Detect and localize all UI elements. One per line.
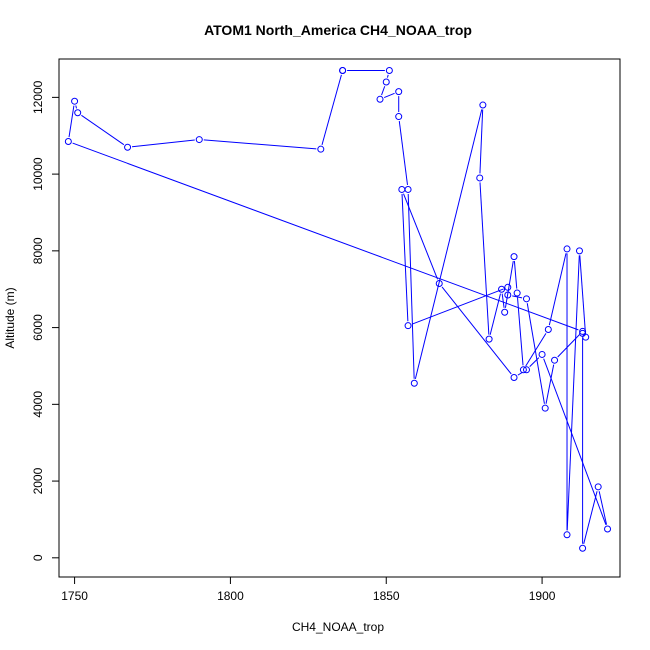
data-point [398,185,406,193]
x-tick-label: 1850 [373,589,400,603]
data-point [317,145,325,153]
series-segment [566,255,580,531]
y-tick-label: 12000 [31,80,45,114]
data-point [476,174,484,182]
data-point [501,308,509,316]
data-point [519,366,527,374]
series-segment [513,261,518,289]
series-segment [545,364,555,404]
data-point [541,404,549,412]
data-point [195,136,203,144]
series-segment [579,255,586,333]
series-segment [598,491,608,525]
y-tick-label: 6000 [31,314,45,341]
data-point [551,356,559,364]
x-tick-label: 1800 [217,589,244,603]
series-segment [529,357,540,367]
y-tick-label: 2000 [31,467,45,494]
data-point [575,247,583,255]
y-tick-label: 8000 [31,237,45,264]
series-segment [543,358,607,525]
data-point [410,379,418,387]
series-segment [441,286,512,375]
series-segment [203,139,317,150]
series-segment [414,109,483,379]
data-point [385,67,393,75]
x-axis-label: CH4_NOAA_trop [292,620,384,634]
data-point [71,97,79,105]
data-point [582,333,590,341]
data-point [376,95,384,103]
data-point [513,289,521,297]
series-segment [407,193,415,379]
series-segment [501,293,505,308]
data-point [382,78,390,86]
data-point [64,137,72,145]
data-point [339,67,347,75]
data-point [544,326,552,334]
series-segment [548,253,567,326]
data-point [510,373,518,381]
data-point [579,544,587,552]
series-segment [403,193,439,280]
series-segment [383,92,395,99]
data-point [479,101,487,109]
plot-area-frame [58,58,621,578]
data-point [404,322,412,330]
data-point [594,483,602,491]
x-tick-label: 1900 [529,589,556,603]
series-segment [401,193,409,322]
data-point [485,335,493,343]
data-point [74,109,82,117]
data-point [124,143,132,151]
series-segment [68,105,75,138]
y-tick-label: 10000 [31,157,45,191]
data-point [523,366,530,374]
data-point [395,113,403,121]
data-point [498,285,506,293]
data-point [563,531,571,539]
x-axis: 1750 1800 1850 1900 [61,576,556,603]
x-tick-label: 1750 [61,589,88,603]
data-point [538,350,546,358]
series-segment [557,334,580,358]
data-point [504,291,512,299]
data-point [579,329,587,337]
series-segment [386,74,389,78]
series-segment [583,491,598,544]
series-segment [81,114,125,146]
y-axis-label: Altitude (m) [3,287,17,348]
y-axis: 0 2000 4000 6000 8000 10000 12000 [31,80,60,561]
series-segment [512,295,523,299]
data-point [563,245,571,253]
series-segment [412,288,504,325]
data-point [523,295,530,303]
series-segment [75,105,78,109]
data-point [395,88,403,96]
series-segment [398,120,408,186]
series-segment [131,139,195,148]
series-layer [68,70,608,544]
points-layer [64,67,612,552]
data-point [579,327,587,335]
series-segment [72,142,579,331]
series-segment [525,333,547,367]
data-point [604,525,612,533]
series-segment [517,297,524,366]
series-segment [479,109,484,174]
series-segment [321,74,342,145]
y-tick-label: 4000 [31,391,45,418]
data-point [504,283,512,291]
series-segment [479,182,490,335]
data-point [510,253,518,261]
series-segment [526,303,545,404]
series-segment [489,293,501,335]
series-segment [381,86,386,96]
data-point [435,279,443,287]
chart-title: ATOM1 North_America CH4_NOAA_trop [204,22,472,38]
y-tick-label: 0 [31,554,45,561]
data-point [404,185,412,193]
